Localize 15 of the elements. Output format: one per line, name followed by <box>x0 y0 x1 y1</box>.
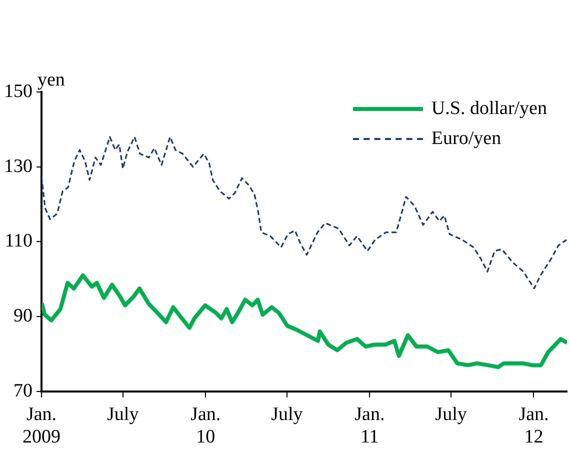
x-tick-label: Jan. 11 <box>354 404 385 448</box>
y-tick-label: 130 <box>4 156 32 177</box>
legend-label: Euro/yen <box>431 128 502 150</box>
y-tick-label: 70 <box>14 380 32 402</box>
x-tick-label: Jan. 2009 <box>22 404 60 448</box>
x-tick-label: July <box>107 404 140 425</box>
x-tick-label: Jan. 10 <box>190 404 221 448</box>
y-tick-label: 110 <box>4 230 32 252</box>
legend-label: U.S. dollar/yen <box>431 98 547 120</box>
y-tick-label: 150 <box>4 80 32 102</box>
x-tick-label: Jan. 12 <box>518 404 549 448</box>
x-tick-label: July <box>271 404 304 425</box>
y-tick-label: 90 <box>14 306 32 327</box>
x-tick-label: July <box>435 404 468 425</box>
y-axis-title: yen <box>38 69 66 90</box>
